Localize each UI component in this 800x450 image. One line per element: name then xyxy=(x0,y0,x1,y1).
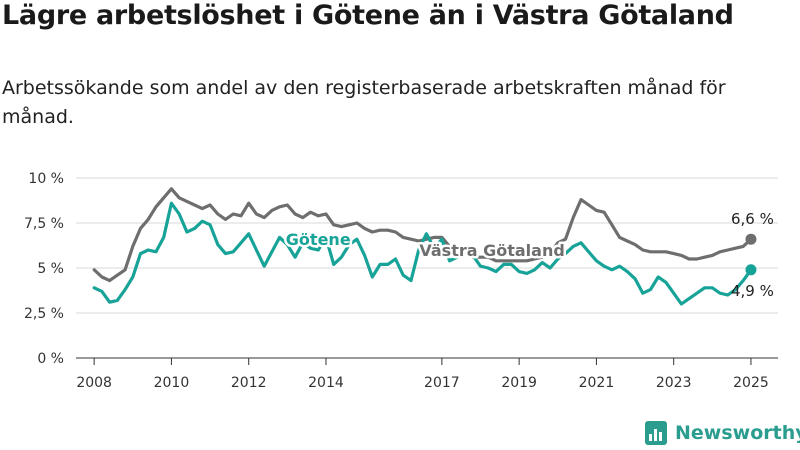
end-label-gotene: 4,9 % xyxy=(731,282,774,300)
y-tick-label: 2,5 % xyxy=(24,306,64,322)
end-point-gotene xyxy=(745,264,757,276)
brand-name: Newsworthy xyxy=(675,422,800,444)
newsworthy-icon xyxy=(645,421,667,445)
end-label-vastra-gotaland: 6,6 % xyxy=(731,210,774,228)
y-tick-label: 7,5 % xyxy=(24,216,64,232)
x-tick-label: 2014 xyxy=(308,375,344,391)
series-label-halo: Götene xyxy=(286,230,351,249)
series-label-gotene: Götene xyxy=(286,230,351,249)
x-tick-label: 2019 xyxy=(501,375,537,391)
x-tick-label: 2021 xyxy=(579,375,615,391)
chart-subtitle: Arbetssökande som andel av den registerb… xyxy=(2,77,726,128)
chart-title: Lägre arbetslöshet i Götene än i Västra … xyxy=(2,0,734,31)
x-tick-label: 2017 xyxy=(424,375,460,391)
x-tick-label: 2025 xyxy=(733,375,769,391)
end-point-vastra-gotaland xyxy=(745,233,757,245)
series-label-vastra-gotaland: Västra Götaland xyxy=(419,241,564,260)
x-tick-label: 2012 xyxy=(231,375,267,391)
series-line-gotene xyxy=(92,201,753,306)
series-line-vastra-gotaland xyxy=(92,187,753,283)
y-tick-label: 5 % xyxy=(37,261,64,277)
x-tick-label: 2023 xyxy=(656,375,692,391)
x-tick-label: 2010 xyxy=(154,375,190,391)
y-tick-label: 0 % xyxy=(37,351,64,367)
brand-logo: Newsworthy xyxy=(645,420,800,446)
x-tick-label: 2008 xyxy=(76,375,112,391)
series-label-halo: Västra Götaland xyxy=(419,241,564,260)
y-tick-label: 10 % xyxy=(28,171,64,187)
